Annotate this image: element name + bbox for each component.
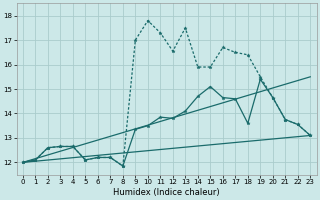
X-axis label: Humidex (Indice chaleur): Humidex (Indice chaleur)	[113, 188, 220, 197]
